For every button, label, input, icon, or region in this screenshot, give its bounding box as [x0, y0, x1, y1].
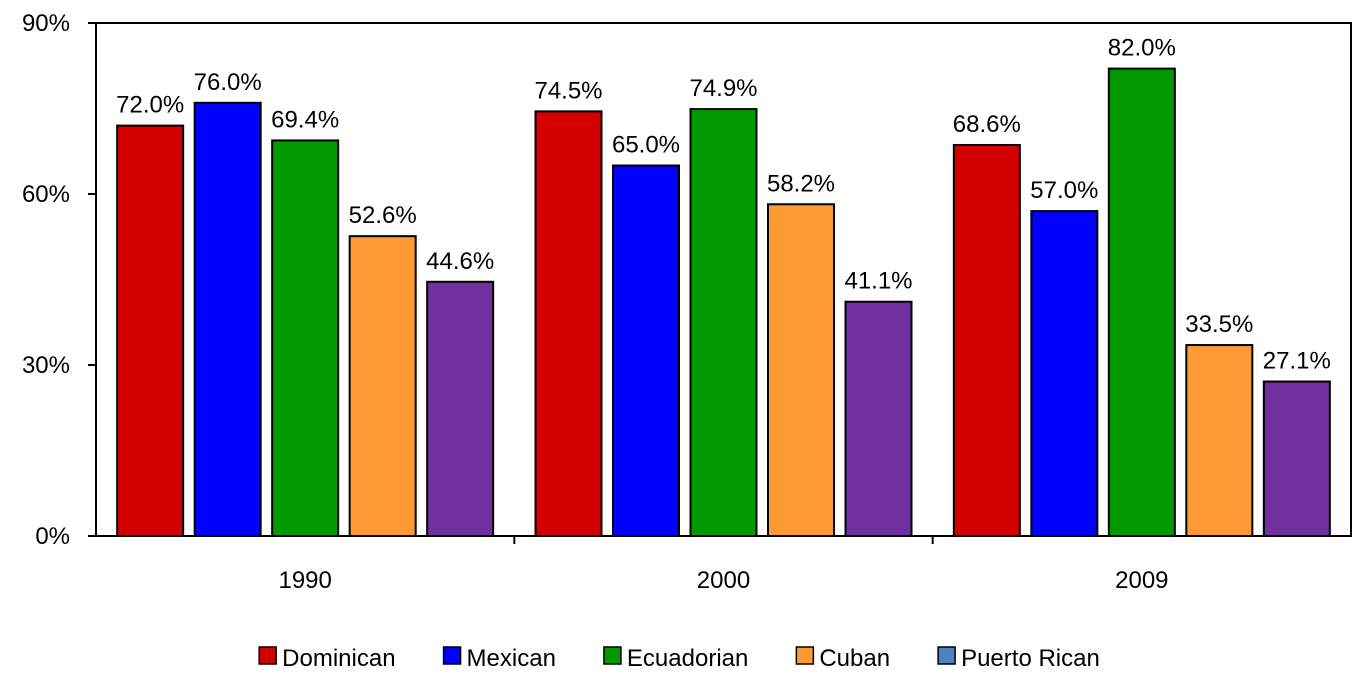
x-category-label: 1990 [278, 567, 331, 594]
bar-cuban-2000 [767, 203, 835, 537]
legend-label: Mexican [467, 645, 556, 672]
data-label: 52.6% [349, 202, 417, 229]
bar-mexican-2009 [1030, 210, 1099, 537]
bar-mexican-2000 [612, 164, 680, 537]
bar-dominican-2000 [534, 110, 603, 537]
bar-puerto-rican-2009 [1262, 380, 1331, 537]
bar-ecuadorian-1990 [271, 139, 340, 537]
bar-ecuadorian-2009 [1107, 67, 1176, 537]
legend-swatch-dominican [258, 646, 277, 665]
data-label: 68.6% [953, 111, 1021, 138]
y-tick-label: 90% [22, 10, 70, 37]
y-tick-label: 30% [22, 352, 70, 379]
data-label: 74.5% [534, 77, 602, 104]
data-label: 65.0% [612, 132, 680, 159]
bar-dominican-1990 [116, 124, 185, 537]
bar-ecuadorian-2000 [689, 108, 758, 537]
bar-puerto-rican-2000 [844, 300, 913, 538]
data-label: 57.0% [1030, 177, 1098, 204]
data-label: 27.1% [1263, 348, 1331, 375]
data-label: 76.0% [194, 69, 262, 96]
data-label: 58.2% [767, 170, 835, 197]
legend-label: Dominican [282, 645, 395, 672]
bar-dominican-2009 [952, 143, 1021, 537]
bar-cuban-1990 [348, 235, 417, 537]
x-category-label: 2000 [697, 567, 750, 594]
data-label: 41.1% [844, 268, 912, 295]
legend-label: Puerto Rican [961, 645, 1100, 672]
bar-mexican-1990 [193, 101, 262, 538]
legend-swatch-mexican [442, 646, 462, 665]
legend-swatch-ecuadorian [603, 646, 622, 665]
y-tick-label: 60% [22, 181, 70, 208]
data-label: 72.0% [116, 92, 184, 119]
x-category-label: 2009 [1115, 567, 1168, 594]
legend-label: Ecuadorian [627, 645, 748, 672]
data-label: 82.0% [1108, 35, 1176, 62]
legend-label: Cuban [819, 645, 890, 672]
y-tick-label: 0% [35, 523, 70, 550]
data-label: 44.6% [426, 248, 494, 275]
data-label: 74.9% [689, 75, 757, 102]
legend-swatch-cuban [795, 646, 815, 665]
legend-swatch-puerto-rican [937, 646, 956, 665]
data-label: 69.4% [271, 106, 339, 133]
bar-puerto-rican-1990 [426, 280, 495, 537]
data-label: 33.5% [1185, 311, 1253, 338]
bar-cuban-2009 [1185, 344, 1254, 537]
